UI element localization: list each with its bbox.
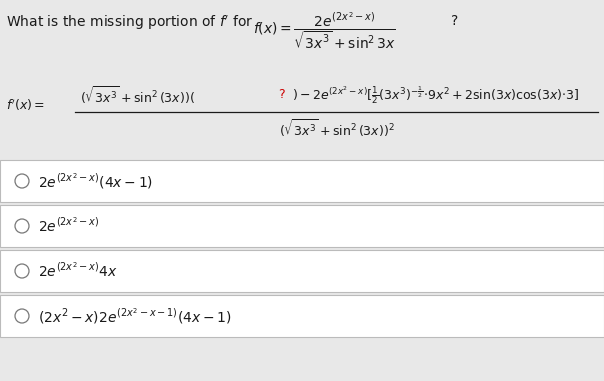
- FancyBboxPatch shape: [0, 160, 604, 202]
- Text: ?: ?: [451, 14, 458, 28]
- Text: What is the missing portion of $f'$ for: What is the missing portion of $f'$ for: [6, 14, 254, 32]
- Text: $(\sqrt{3x^3}+\sin^2(3x))^2$: $(\sqrt{3x^3}+\sin^2(3x))^2$: [279, 117, 395, 139]
- Text: $?$: $?$: [278, 88, 286, 101]
- Text: $(2x^2-x)2e^{(2x^2-x-1)}(4x-1)$: $(2x^2-x)2e^{(2x^2-x-1)}(4x-1)$: [38, 306, 231, 326]
- Text: $(\sqrt{3x^3}+\sin^2(3x))($: $(\sqrt{3x^3}+\sin^2(3x))($: [80, 84, 195, 106]
- Text: $2e^{(2x^2-x)}4x$: $2e^{(2x^2-x)}4x$: [38, 262, 118, 280]
- Text: $)-2e^{(2x^2-x)}[\frac{1}{2}(3x^3)^{-\frac{1}{2}}{\cdot}9x^2+2\sin(3x)\cos(3x){\: $)-2e^{(2x^2-x)}[\frac{1}{2}(3x^3)^{-\fr…: [292, 84, 579, 106]
- Text: $f(x)=\dfrac{2e^{(2x^2-x)}}{\sqrt{3x^3}+\sin^2 3x}$: $f(x)=\dfrac{2e^{(2x^2-x)}}{\sqrt{3x^3}+…: [253, 10, 396, 51]
- Text: $f'(x)=$: $f'(x)=$: [6, 97, 45, 113]
- Text: $2e^{(2x^2-x)}$: $2e^{(2x^2-x)}$: [38, 217, 100, 235]
- Text: $2e^{(2x^2-x)}(4x-1)$: $2e^{(2x^2-x)}(4x-1)$: [38, 171, 153, 191]
- FancyBboxPatch shape: [0, 250, 604, 292]
- FancyBboxPatch shape: [0, 205, 604, 247]
- FancyBboxPatch shape: [0, 295, 604, 337]
